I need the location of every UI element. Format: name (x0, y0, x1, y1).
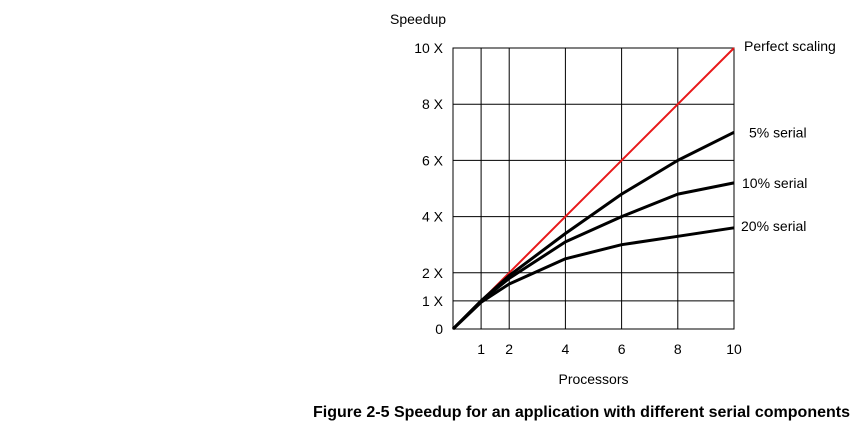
y-tick-label: 10 X (414, 40, 443, 56)
series-line (451, 181, 735, 331)
x-tick-label: 6 (618, 341, 626, 357)
labels: 1 2 4 6 8 10 0 1 X 2 X 4 X 6 X 8 X 10 X Speedup Proces… (390, 11, 836, 387)
y-tick-label: 2 X (422, 265, 444, 281)
x-tick-label: 8 (674, 341, 682, 357)
series-label: 10% serial (742, 175, 807, 191)
y-tick-label: 0 (435, 321, 443, 337)
y-tick-label: 4 X (422, 209, 444, 225)
series-label: 20% serial (741, 218, 806, 234)
series-label: Perfect scaling (744, 38, 836, 54)
y-tick-label: 1 X (422, 293, 444, 309)
x-tick-label: 4 (562, 341, 570, 357)
x-tick-label: 10 (726, 341, 742, 357)
x-tick-label: 2 (505, 341, 513, 357)
speedup-chart: 1 2 4 6 8 10 0 1 X 2 X 4 X 6 X 8 X 10 X Speedup Proces… (390, 11, 836, 387)
x-axis-title: Processors (558, 371, 628, 387)
y-axis-title: Speedup (390, 11, 446, 27)
y-tick-label: 8 X (422, 96, 444, 112)
series-line (451, 226, 735, 331)
x-tick-label: 1 (477, 341, 485, 357)
series-lines (451, 47, 735, 331)
y-tick-label: 6 X (422, 152, 444, 168)
series-label: 5% serial (749, 124, 807, 140)
grid (452, 47, 735, 330)
figure-caption: Figure 2-5 Speedup for an application wi… (313, 404, 850, 421)
